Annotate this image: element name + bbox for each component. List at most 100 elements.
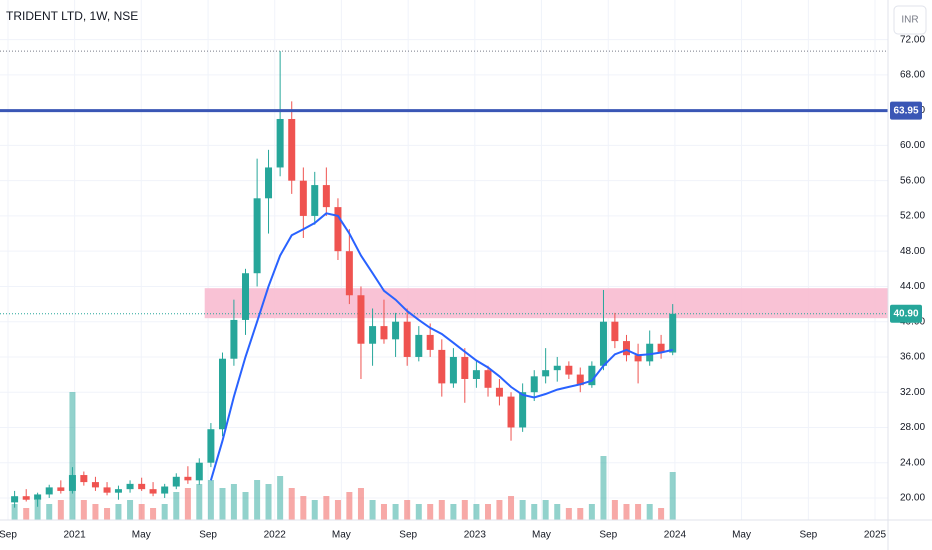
candle-body: [265, 167, 273, 199]
volume-bar: [588, 504, 595, 520]
candle-body: [334, 207, 342, 252]
candle-body: [438, 349, 446, 384]
volume-bar: [230, 484, 237, 520]
volume-bar: [658, 508, 665, 520]
candle-body: [322, 185, 330, 208]
x-tick-label: 2025: [864, 530, 887, 541]
volume-bar: [150, 508, 157, 520]
volume-bar: [69, 392, 76, 520]
volume-bar: [323, 496, 330, 520]
candle-body: [253, 198, 261, 274]
candle-body: [149, 489, 157, 494]
candle-body: [565, 365, 573, 375]
volume-bar: [80, 500, 87, 520]
x-tick-label: May: [332, 530, 351, 541]
level-tag: [890, 101, 922, 120]
x-tick-label: 2024: [664, 530, 687, 541]
candle-body: [195, 462, 203, 481]
volume-bar: [427, 504, 434, 520]
volume-bar: [461, 500, 468, 520]
candle-body: [68, 475, 76, 491]
currency-button[interactable]: [893, 5, 927, 35]
x-tick-label: May: [732, 530, 751, 541]
volume-bar: [600, 456, 607, 520]
candle-body: [426, 334, 434, 350]
candle-body: [288, 118, 296, 181]
volume-bar: [392, 504, 399, 520]
volume-bar: [635, 504, 642, 520]
x-tick-label: Sep: [0, 530, 17, 541]
volume-bar: [288, 488, 295, 520]
volume-bar: [242, 492, 249, 520]
volume-bar: [646, 504, 653, 520]
candle-body: [634, 355, 642, 362]
volume-bar: [277, 476, 284, 520]
candle-body: [11, 496, 19, 503]
volume-bar: [519, 500, 526, 520]
volume-bar: [508, 496, 515, 520]
y-tick-label: 44.00: [900, 281, 925, 292]
y-tick-label: 36.00: [900, 352, 925, 363]
volume-bar: [11, 504, 18, 520]
y-tick-label: 72.00: [900, 34, 925, 45]
candle-body: [495, 387, 503, 397]
volume-bar: [554, 504, 561, 520]
y-tick-label: 68.00: [900, 70, 925, 81]
volume-bar: [34, 500, 41, 520]
candle-body: [80, 475, 88, 483]
candle-body: [184, 476, 192, 481]
candle-body: [369, 326, 377, 344]
y-tick-label: 32.00: [900, 387, 925, 398]
volume-bar: [207, 480, 214, 520]
level-tag-label: 63.95: [893, 105, 918, 116]
y-tick-label: 28.00: [900, 422, 925, 433]
volume-bar: [127, 500, 134, 520]
candle-body: [519, 392, 527, 428]
candle-body: [403, 321, 411, 357]
x-tick-label: Sep: [199, 530, 217, 541]
volume-bar: [485, 504, 492, 520]
candle-body: [472, 370, 480, 379]
volume-bar: [669, 472, 676, 520]
volume-bar: [184, 488, 191, 520]
axes: 20.0024.0028.0032.0036.0040.0044.0048.00…: [0, 34, 925, 540]
y-tick-label: 20.00: [900, 493, 925, 504]
volume-bar: [611, 500, 618, 520]
candle-body: [669, 313, 677, 353]
volume-bar: [219, 488, 226, 520]
volume-bar: [300, 496, 307, 520]
volume-bar: [46, 504, 53, 520]
candle-body: [114, 489, 122, 493]
candle-body: [588, 365, 596, 386]
candle-body: [611, 321, 619, 342]
zone: [204, 288, 888, 319]
candle-body: [299, 180, 307, 216]
candle-body: [219, 358, 227, 430]
volume-bar: [450, 504, 457, 520]
volume-bar: [404, 500, 411, 520]
candle-body: [138, 483, 146, 490]
candle-body: [380, 326, 388, 340]
candle-body: [311, 185, 319, 216]
candle-body: [103, 487, 111, 493]
volume-bar: [57, 500, 64, 520]
candle-body: [230, 319, 238, 359]
candle-body: [484, 370, 492, 388]
volume-bar: [531, 504, 538, 520]
y-tick-label: 60.00: [900, 140, 925, 151]
candle-body: [91, 482, 99, 488]
candle-body: [646, 343, 654, 362]
plot: [0, 50, 888, 520]
y-tick-label: 52.00: [900, 211, 925, 222]
last-price-tag: [890, 304, 922, 323]
volume-bar: [265, 484, 272, 520]
x-tick-label: May: [132, 530, 151, 541]
candle-body: [599, 321, 607, 366]
candle-body: [345, 251, 353, 296]
volume-bar: [473, 504, 480, 520]
volume-bar: [346, 492, 353, 520]
volume-bar: [565, 508, 572, 520]
volume-bar: [496, 500, 503, 520]
